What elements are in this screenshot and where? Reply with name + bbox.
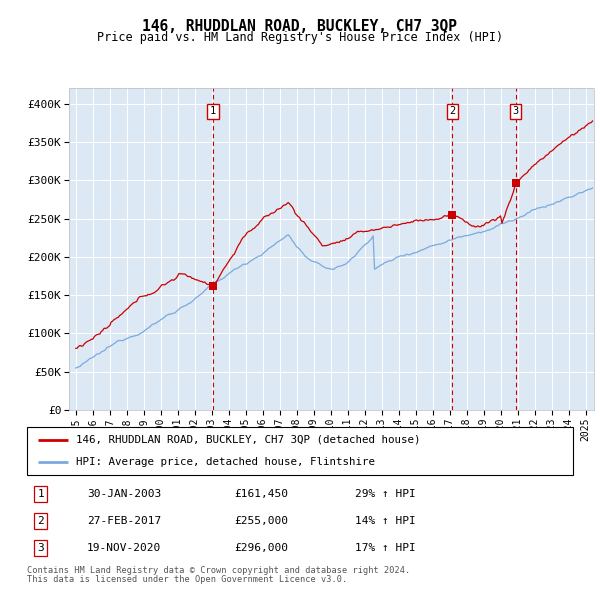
Text: 146, RHUDDLAN ROAD, BUCKLEY, CH7 3QP: 146, RHUDDLAN ROAD, BUCKLEY, CH7 3QP	[143, 19, 458, 34]
Text: 19-NOV-2020: 19-NOV-2020	[87, 543, 161, 553]
Text: 3: 3	[37, 543, 44, 553]
Text: 1: 1	[37, 489, 44, 499]
Text: 2: 2	[449, 106, 455, 116]
Text: 14% ↑ HPI: 14% ↑ HPI	[355, 516, 415, 526]
Text: 27-FEB-2017: 27-FEB-2017	[87, 516, 161, 526]
Text: 3: 3	[512, 106, 519, 116]
Text: 1: 1	[210, 106, 216, 116]
Text: 30-JAN-2003: 30-JAN-2003	[87, 489, 161, 499]
Text: HPI: Average price, detached house, Flintshire: HPI: Average price, detached house, Flin…	[76, 457, 375, 467]
Text: £255,000: £255,000	[235, 516, 289, 526]
Text: 2: 2	[37, 516, 44, 526]
Text: £161,450: £161,450	[235, 489, 289, 499]
Text: 146, RHUDDLAN ROAD, BUCKLEY, CH7 3QP (detached house): 146, RHUDDLAN ROAD, BUCKLEY, CH7 3QP (de…	[76, 435, 421, 445]
Text: Contains HM Land Registry data © Crown copyright and database right 2024.: Contains HM Land Registry data © Crown c…	[27, 566, 410, 575]
Text: Price paid vs. HM Land Registry's House Price Index (HPI): Price paid vs. HM Land Registry's House …	[97, 31, 503, 44]
Text: This data is licensed under the Open Government Licence v3.0.: This data is licensed under the Open Gov…	[27, 575, 347, 584]
Text: 17% ↑ HPI: 17% ↑ HPI	[355, 543, 415, 553]
Text: 29% ↑ HPI: 29% ↑ HPI	[355, 489, 415, 499]
Text: £296,000: £296,000	[235, 543, 289, 553]
